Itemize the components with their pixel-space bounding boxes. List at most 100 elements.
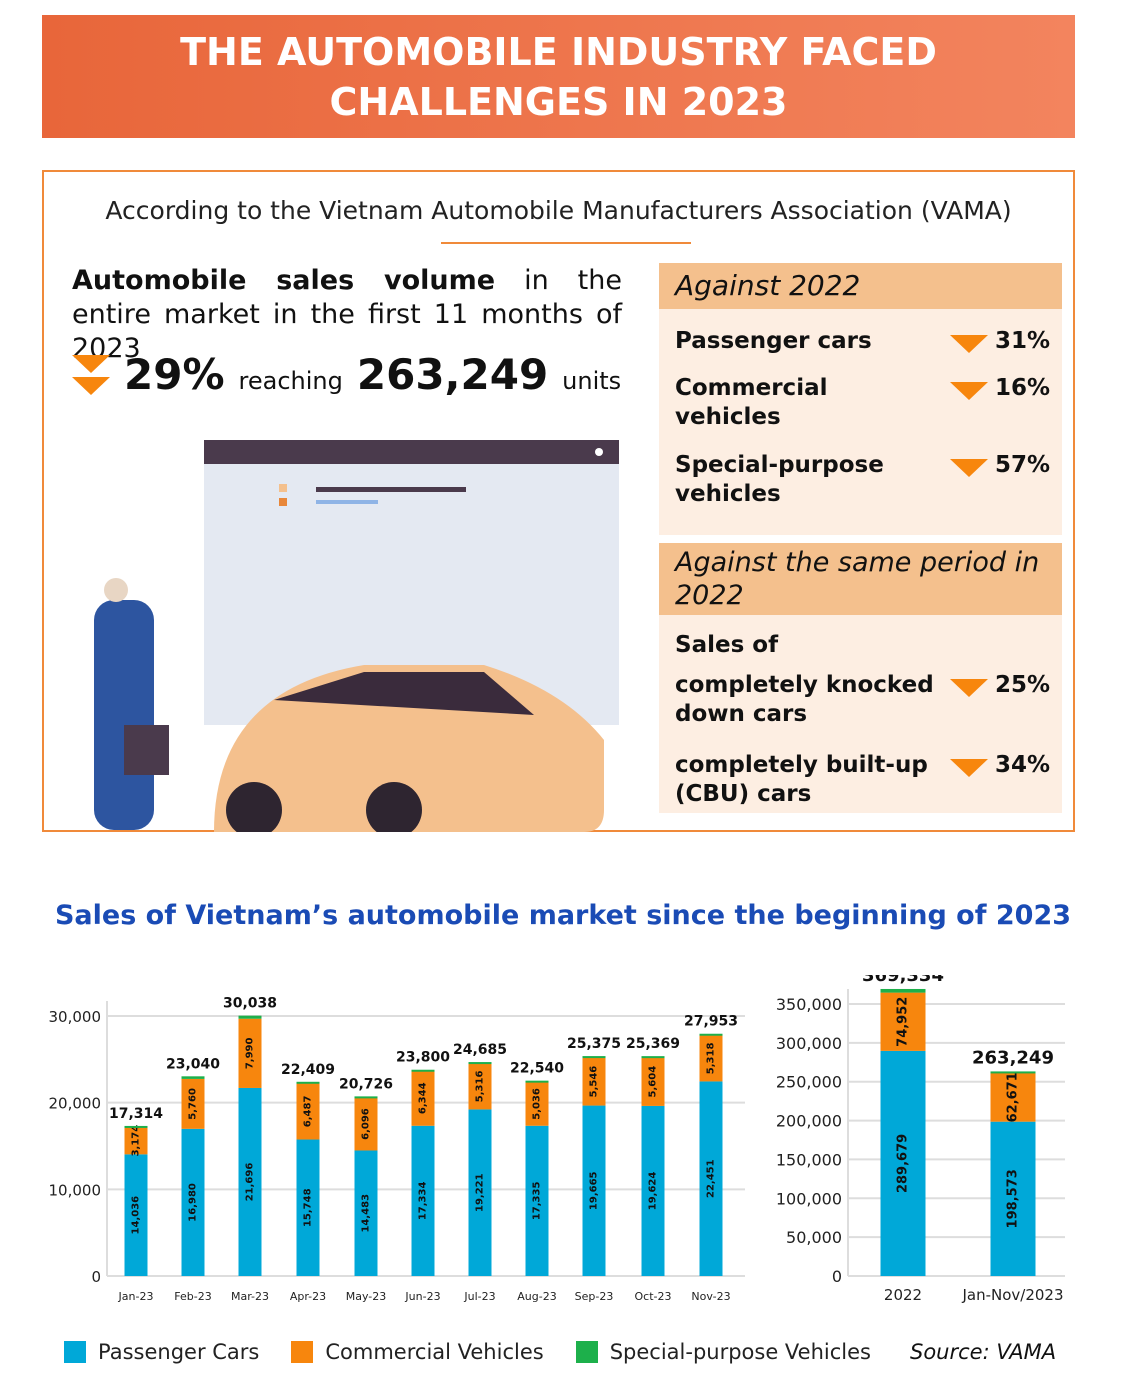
- x-tick-label: Oct-23: [635, 1290, 672, 1303]
- legend-item: Special-purpose Vehicles: [575, 1340, 871, 1364]
- row-value: 31%: [994, 328, 1050, 354]
- total-label: 22,540: [510, 1061, 564, 1077]
- bar-segment-passenger-cars: [238, 1087, 262, 1276]
- down-arrow-icon: [950, 759, 988, 777]
- bar-segment-special-purpose-vehicles: [525, 1080, 549, 1083]
- segment-label: 19,221: [475, 1173, 486, 1212]
- bar-segment-special-purpose-vehicles: [238, 1015, 262, 1019]
- x-tick-label: Apr-23: [290, 1290, 326, 1303]
- y-tick-label: 0: [832, 1267, 842, 1286]
- x-tick-label: Jan-Nov/2023: [961, 1286, 1063, 1304]
- segment-label: 198,573: [1006, 1169, 1021, 1228]
- car-dashboard-illustration: [94, 440, 619, 832]
- total-label: 20,726: [339, 1076, 393, 1092]
- y-tick-label: 50,000: [786, 1228, 842, 1247]
- segment-label: 5,318: [706, 1043, 717, 1075]
- segment-label: 5,036: [532, 1088, 543, 1120]
- row-label: completely built-up (CBU) cars: [675, 752, 928, 807]
- against-2022-panel: Against 2022 Passenger cars 31% Commercial…: [659, 263, 1062, 535]
- total-units: 263,249: [356, 350, 549, 399]
- bar-segment-passenger-cars: [468, 1109, 492, 1276]
- bar-segment-special-purpose-vehicles: [296, 1081, 320, 1084]
- bar-segment-special-purpose-vehicles: [641, 1056, 665, 1059]
- x-tick-label: Jul-23: [463, 1290, 495, 1303]
- bar-segment-commercial-vehicles: [468, 1063, 492, 1110]
- segment-label: 6,487: [303, 1096, 314, 1128]
- legend-item: Passenger Cars: [64, 1340, 259, 1364]
- sales-figure: 29% reaching 263,249 units: [72, 350, 621, 399]
- bar-segment-special-purpose-vehicles: [990, 1071, 1036, 1074]
- sales-charts: 0 10,000 20,000 30,000 14,036 3,174 17,314 Jan-…: [49, 975, 1065, 1304]
- row-value: 16%: [994, 375, 1050, 401]
- segment-label: 74,952: [896, 997, 911, 1047]
- segment-label: 17,334: [418, 1182, 429, 1221]
- down-arrow-icon: [950, 335, 988, 353]
- segment-label: 62,671: [1006, 1072, 1021, 1122]
- row-value: 25%: [994, 672, 1050, 698]
- total-label: 369,334: [862, 975, 944, 986]
- y-tick-label: 200,000: [776, 1112, 842, 1131]
- change-row: completely built-up (CBU) cars 34%: [675, 751, 1050, 809]
- sales-bold: Automobile sales volume: [72, 265, 496, 296]
- bar-segment-commercial-vehicles: [880, 992, 926, 1051]
- bar-segment-special-purpose-vehicles: [124, 1125, 148, 1128]
- segment-label: 5,316: [475, 1071, 486, 1103]
- change-percent: 29%: [124, 350, 225, 399]
- legend-swatch: [291, 1341, 314, 1363]
- down-arrow-icon: [950, 679, 988, 697]
- total-label: 27,953: [684, 1014, 738, 1030]
- row-label: Commercial vehicles: [675, 375, 828, 430]
- title-banner: THE AUTOMOBILE INDUSTRY FACED CHALLENGES…: [42, 15, 1075, 138]
- y-tick-label: 0: [91, 1268, 101, 1286]
- bar-segment-commercial-vehicles: [525, 1082, 549, 1126]
- bar-segment-commercial-vehicles: [990, 1072, 1036, 1122]
- bar-segment-passenger-cars: [354, 1150, 378, 1276]
- legend-item: Commercial Vehicles: [291, 1340, 544, 1364]
- bar-segment-special-purpose-vehicles: [699, 1033, 723, 1036]
- bar-segment-commercial-vehicles: [354, 1097, 378, 1151]
- bar-segment-special-purpose-vehicles: [880, 988, 926, 993]
- segment-label: 6,344: [418, 1082, 429, 1114]
- bar-segment-passenger-cars: [990, 1121, 1036, 1276]
- bar-segment-commercial-vehicles: [411, 1070, 435, 1126]
- change-row: completely knocked down cars 25%: [675, 671, 1050, 729]
- units-label: units: [562, 367, 622, 395]
- summary-box: According to the Vietnam Automobile Manu…: [42, 170, 1075, 832]
- segment-label: 14,036: [131, 1196, 142, 1235]
- total-label: 25,375: [567, 1036, 621, 1052]
- bar-segment-passenger-cars: [181, 1128, 205, 1276]
- bar-segment-commercial-vehicles: [699, 1035, 723, 1082]
- total-label: 23,800: [396, 1050, 450, 1066]
- segment-label: 5,604: [648, 1066, 659, 1098]
- title-line-1: THE AUTOMOBILE INDUSTRY FACED: [180, 30, 937, 74]
- bar-segment-passenger-cars: [411, 1125, 435, 1276]
- change-row: Special-purpose vehicles 57%: [675, 451, 1050, 509]
- change-row: Passenger cars 31%: [675, 327, 1050, 356]
- segment-label: 6,096: [361, 1108, 372, 1140]
- change-row: Commercial vehicles 16%: [675, 374, 1050, 432]
- segment-label: 289,679: [896, 1134, 911, 1193]
- title-line-2: CHALLENGES IN 2023: [329, 80, 788, 124]
- x-tick-label: Nov-23: [691, 1290, 730, 1303]
- y-tick-label: 20,000: [49, 1095, 102, 1113]
- segment-label: 16,980: [188, 1183, 199, 1222]
- total-label: 22,409: [281, 1062, 335, 1078]
- segment-label: 14,483: [361, 1194, 372, 1233]
- legend: Passenger Cars Commercial Vehicles Speci…: [64, 1340, 903, 1364]
- panel-title: Against the same period in 2022: [659, 543, 1062, 615]
- bar-segment-passenger-cars: [525, 1125, 549, 1276]
- total-label: 263,249: [972, 1047, 1054, 1068]
- legend-label: Passenger Cars: [98, 1340, 260, 1364]
- bar-segment-commercial-vehicles: [238, 1018, 262, 1088]
- segment-label: 19,665: [589, 1171, 600, 1210]
- legend-label: Special-purpose Vehicles: [609, 1340, 871, 1364]
- legend-swatch: [64, 1341, 86, 1363]
- row-label: Passenger cars: [675, 328, 872, 354]
- x-tick-label: Aug-23: [517, 1290, 556, 1303]
- segment-label: 3,174: [131, 1125, 142, 1157]
- down-arrow-icon: [950, 459, 988, 477]
- row-value: 57%: [994, 452, 1050, 478]
- segment-label: 5,760: [188, 1088, 199, 1120]
- x-tick-label: 2022: [884, 1286, 922, 1304]
- bar-segment-passenger-cars: [641, 1105, 665, 1276]
